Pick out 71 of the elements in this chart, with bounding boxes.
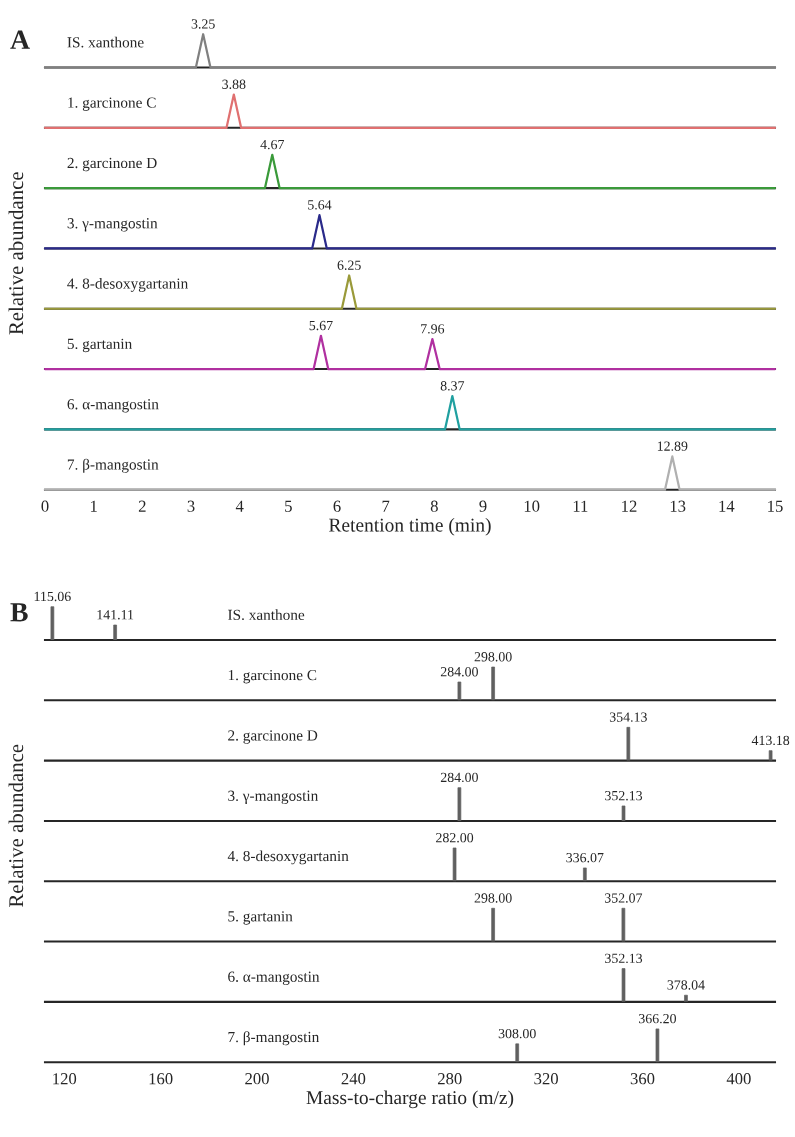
x-tick-label: 2 xyxy=(138,500,146,512)
x-axis-title: Retention time (min) xyxy=(329,517,491,536)
series-label: 1. garcinone C xyxy=(68,97,156,111)
annotation: 413.18 xyxy=(751,735,790,746)
series-label: 4. 8-desoxygartanin xyxy=(67,277,189,292)
annotation: 352.13 xyxy=(605,791,643,801)
x-tick-label: 12 xyxy=(622,500,637,512)
x-tick-label: 200 xyxy=(245,1073,269,1085)
text: 5. gartanin xyxy=(228,911,293,925)
text: 1. garcinone C xyxy=(228,670,317,684)
x-tick-label: 240 xyxy=(341,1073,366,1085)
annotation: 4.67 xyxy=(260,139,285,150)
annotation: 336.07 xyxy=(566,852,604,863)
annotation: 354.13 xyxy=(609,712,647,722)
x-tick-label: 0 xyxy=(41,500,49,512)
annotation: 141.11 xyxy=(97,610,134,620)
annotation: 5.67 xyxy=(309,320,333,331)
annotation: 115.06 xyxy=(34,591,71,602)
x-tick-label: 400 xyxy=(726,1073,751,1085)
x-tick-label: 120 xyxy=(53,1073,77,1085)
annotation: 366.20 xyxy=(639,1013,676,1024)
annotation: 5.64 xyxy=(308,200,332,210)
x-tick-label: 9 xyxy=(479,500,487,512)
x-tick-label: 6 xyxy=(333,500,341,512)
x-tick-label: 320 xyxy=(534,1073,558,1085)
x-tick-label: 1 xyxy=(90,500,97,512)
x-axis-title: Mass-to-charge ratio (m/z) xyxy=(306,1090,514,1109)
annotation: 3.88 xyxy=(222,79,246,89)
text: 2. garcinone D xyxy=(228,730,318,744)
annotation: 7.96 xyxy=(421,324,445,334)
annotation: 298.00 xyxy=(474,652,512,662)
x-tick-label: 8 xyxy=(430,500,438,512)
chart-title: A xyxy=(10,30,30,49)
annotation: 6.25 xyxy=(337,260,361,270)
x-tick-label: 160 xyxy=(149,1073,173,1085)
series-label: 2. garcinone D xyxy=(67,157,157,172)
annotation: 352.13 xyxy=(605,953,643,964)
annotation: 352.07 xyxy=(604,893,643,903)
text: 4. 8-desoxygartanin xyxy=(227,850,349,865)
series-label: 3. γ-mangostin xyxy=(67,218,158,232)
text: 6. α-mangostin xyxy=(228,971,320,985)
series-label: 6. α-mangostin xyxy=(67,399,159,413)
annotation: 8.37 xyxy=(440,381,465,391)
series-label: 5. gartanin xyxy=(67,338,132,353)
annotation: 378.04 xyxy=(667,980,705,990)
x-tick-label: 3 xyxy=(187,500,195,512)
annotation: 284.00 xyxy=(440,667,478,677)
x-tick-label: 4 xyxy=(235,500,244,512)
series-label: IS. xanthone xyxy=(67,36,144,48)
x-tick-label: 360 xyxy=(630,1073,655,1085)
x-tick-label: 7 xyxy=(382,500,390,512)
text: 3. γ-mangostin xyxy=(228,790,319,805)
x-tick-label: 280 xyxy=(437,1073,462,1085)
annotation: 3.25 xyxy=(191,19,215,29)
y-axis-title: Relative abundance xyxy=(8,172,24,335)
x-tick-label: 5 xyxy=(285,500,292,512)
annotation: 308.00 xyxy=(498,1028,536,1039)
text: 7. β-mangostin xyxy=(228,1031,320,1046)
x-tick-label: 11 xyxy=(573,500,588,512)
x-tick-label: 15 xyxy=(768,500,783,512)
annotation: 284.00 xyxy=(440,772,478,783)
annotation: 298.00 xyxy=(474,893,512,903)
series-label: 7. β-mangostin xyxy=(67,458,159,473)
annotation: 12.89 xyxy=(657,441,688,451)
text: IS. xanthone xyxy=(228,609,305,621)
annotation: 282.00 xyxy=(436,832,474,843)
chart-title: B xyxy=(10,603,28,622)
x-tick-label: 13 xyxy=(670,500,686,512)
y-axis-title: Relative abundance xyxy=(8,744,24,907)
x-tick-label: 10 xyxy=(524,500,540,512)
x-tick-label: 14 xyxy=(719,500,735,512)
